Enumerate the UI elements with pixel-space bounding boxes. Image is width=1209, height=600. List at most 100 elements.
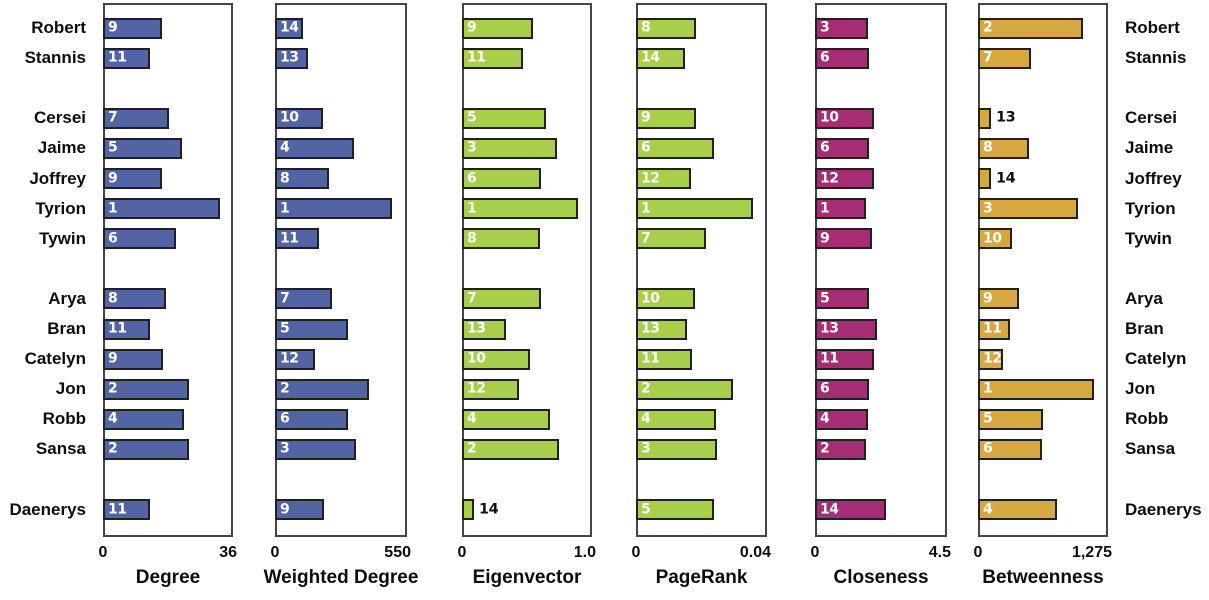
bar-betweenness-stannis: 7: [978, 47, 1031, 69]
rank-label: 7: [467, 290, 477, 307]
bar-eigenvector-daenerys: 14: [462, 499, 499, 521]
rank-label: 4: [983, 501, 993, 518]
rank-label: 7: [108, 109, 118, 126]
bar-pagerank-cersei: 9: [636, 107, 696, 129]
bar-eigenvector-jaime: 3: [462, 137, 557, 159]
bar-degree-catelyn: 9: [103, 348, 163, 370]
panel-closeness: 3 6 10 6 12 1 9 5 13 11 6 4 2 14: [815, 3, 947, 537]
bar-closeness-robb: 4: [815, 408, 868, 430]
character-label-right-cersei: Cersei: [1125, 108, 1177, 128]
bar-weighted-degree-sansa: 3: [275, 438, 356, 460]
bar-eigenvector-sansa: 2: [462, 438, 559, 460]
bar-weighted-degree-jon: 2: [275, 378, 369, 400]
bar-degree-jaime: 5: [103, 137, 182, 159]
character-label-right-bran: Bran: [1125, 319, 1164, 338]
bar-eigenvector-robert: 9: [462, 17, 533, 39]
bar-pagerank-catelyn: 11: [636, 348, 692, 370]
bar-closeness-jon: 6: [815, 378, 869, 400]
measure-label-eigenvector: Eigenvector: [472, 567, 582, 588]
axis-tick-min-betweenness: 0: [973, 544, 983, 561]
rank-label: 6: [641, 140, 651, 157]
rank-label: 3: [467, 140, 477, 157]
axis-tick-max-weighted-degree: 550: [384, 544, 411, 561]
bar-eigenvector-stannis: 11: [462, 47, 523, 69]
rank-label: 9: [108, 350, 118, 367]
bar-closeness-tywin: 9: [815, 228, 872, 250]
rank-label: 9: [467, 19, 477, 36]
panel-degree: 9 11 7 5 9 1 6 8 11 9 2 4 2 11: [103, 3, 233, 537]
rank-label: 6: [983, 441, 993, 458]
axis-tick-min-degree: 0: [98, 544, 108, 561]
rank-label: 2: [641, 380, 651, 397]
rank-label: 8: [467, 230, 477, 247]
bar-closeness-robert: 3: [815, 17, 868, 39]
bar-closeness-tyrion: 1: [815, 198, 866, 220]
bar-degree-tyrion: 1: [103, 198, 220, 220]
rank-label: 3: [820, 19, 830, 36]
bar-pagerank-jaime: 6: [636, 137, 714, 159]
bar-eigenvector-arya: 7: [462, 288, 541, 310]
rank-label: 2: [108, 441, 118, 458]
rank-label: 9: [280, 501, 290, 518]
rank-label: 3: [983, 200, 993, 217]
character-label-left-tyrion: Tyrion: [35, 198, 86, 218]
rank-label: 6: [820, 49, 830, 66]
bar-weighted-degree-bran: 5: [275, 318, 348, 340]
bar-betweenness-arya: 9: [978, 288, 1019, 310]
measure-label-weighted-degree: Weighted Degree: [263, 567, 419, 588]
character-label-left-stannis: Stannis: [24, 48, 86, 68]
bar-eigenvector-jon: 12: [462, 378, 519, 400]
rank-label: 9: [641, 109, 651, 126]
rank-label: 10: [820, 109, 839, 126]
rank-label: 14: [479, 501, 499, 518]
rank-label: 5: [108, 140, 118, 157]
axis-tick-max-betweenness: 1,275: [1071, 544, 1112, 561]
character-label-right-daenerys: Daenerys: [1125, 499, 1202, 519]
rank-label: 4: [467, 410, 477, 427]
rank-label: 6: [820, 140, 830, 157]
character-label-left-joffrey: Joffrey: [29, 168, 86, 188]
bar-betweenness-bran: 11: [978, 318, 1010, 340]
rank-label: 2: [280, 380, 290, 397]
bar-pagerank-bran: 13: [636, 318, 687, 340]
bar-pagerank-jon: 2: [636, 378, 733, 400]
rank-label: 5: [641, 501, 651, 518]
rank-label: 1: [467, 200, 477, 217]
bar-eigenvector-tywin: 8: [462, 228, 540, 250]
panel-pagerank: 8 14 9 6 12 1 7 10 13 11 2 4 3 5: [636, 3, 767, 537]
bar-degree-sansa: 2: [103, 438, 189, 460]
bar-eigenvector-tyrion: 1: [462, 198, 578, 220]
bar-betweenness-jon: 1: [978, 378, 1094, 400]
character-label-right-stannis: Stannis: [1125, 48, 1187, 68]
bar-betweenness-tyrion: 3: [978, 198, 1078, 220]
rank-label: 2: [467, 441, 477, 458]
rank-label: 10: [641, 290, 660, 307]
character-label-left-cersei: Cersei: [34, 108, 86, 128]
bar-degree-robb: 4: [103, 408, 184, 430]
rank-label: 8: [108, 290, 118, 307]
bar-closeness-bran: 13: [815, 318, 877, 340]
bar-closeness-cersei: 10: [815, 107, 874, 129]
bar-degree-cersei: 7: [103, 107, 169, 129]
bar-pagerank-tywin: 7: [636, 228, 706, 250]
rank-label: 5: [467, 109, 477, 126]
rank-label: 6: [820, 380, 830, 397]
rank-label: 11: [108, 320, 127, 337]
rank-label: 13: [280, 49, 299, 66]
bar-closeness-daenerys: 14: [815, 499, 886, 521]
rank-label: 10: [280, 109, 299, 126]
bar-eigenvector-cersei: 5: [462, 107, 546, 129]
bar-betweenness-joffrey: 14: [978, 168, 1016, 189]
rank-label: 7: [983, 49, 993, 66]
character-label-left-catelyn: Catelyn: [24, 349, 86, 369]
bar-betweenness-robert: 2: [978, 17, 1083, 39]
bar-closeness-catelyn: 11: [815, 348, 874, 370]
rank-label: 9: [108, 19, 118, 36]
bar-pagerank-tyrion: 1: [636, 198, 753, 220]
character-label-right-arya: Arya: [1125, 288, 1163, 308]
rank-label: 10: [983, 230, 1002, 247]
axis-tick-min-closeness: 0: [810, 544, 820, 561]
axis-tick-max-degree: 36: [219, 544, 237, 561]
bar-degree-stannis: 11: [103, 47, 150, 69]
